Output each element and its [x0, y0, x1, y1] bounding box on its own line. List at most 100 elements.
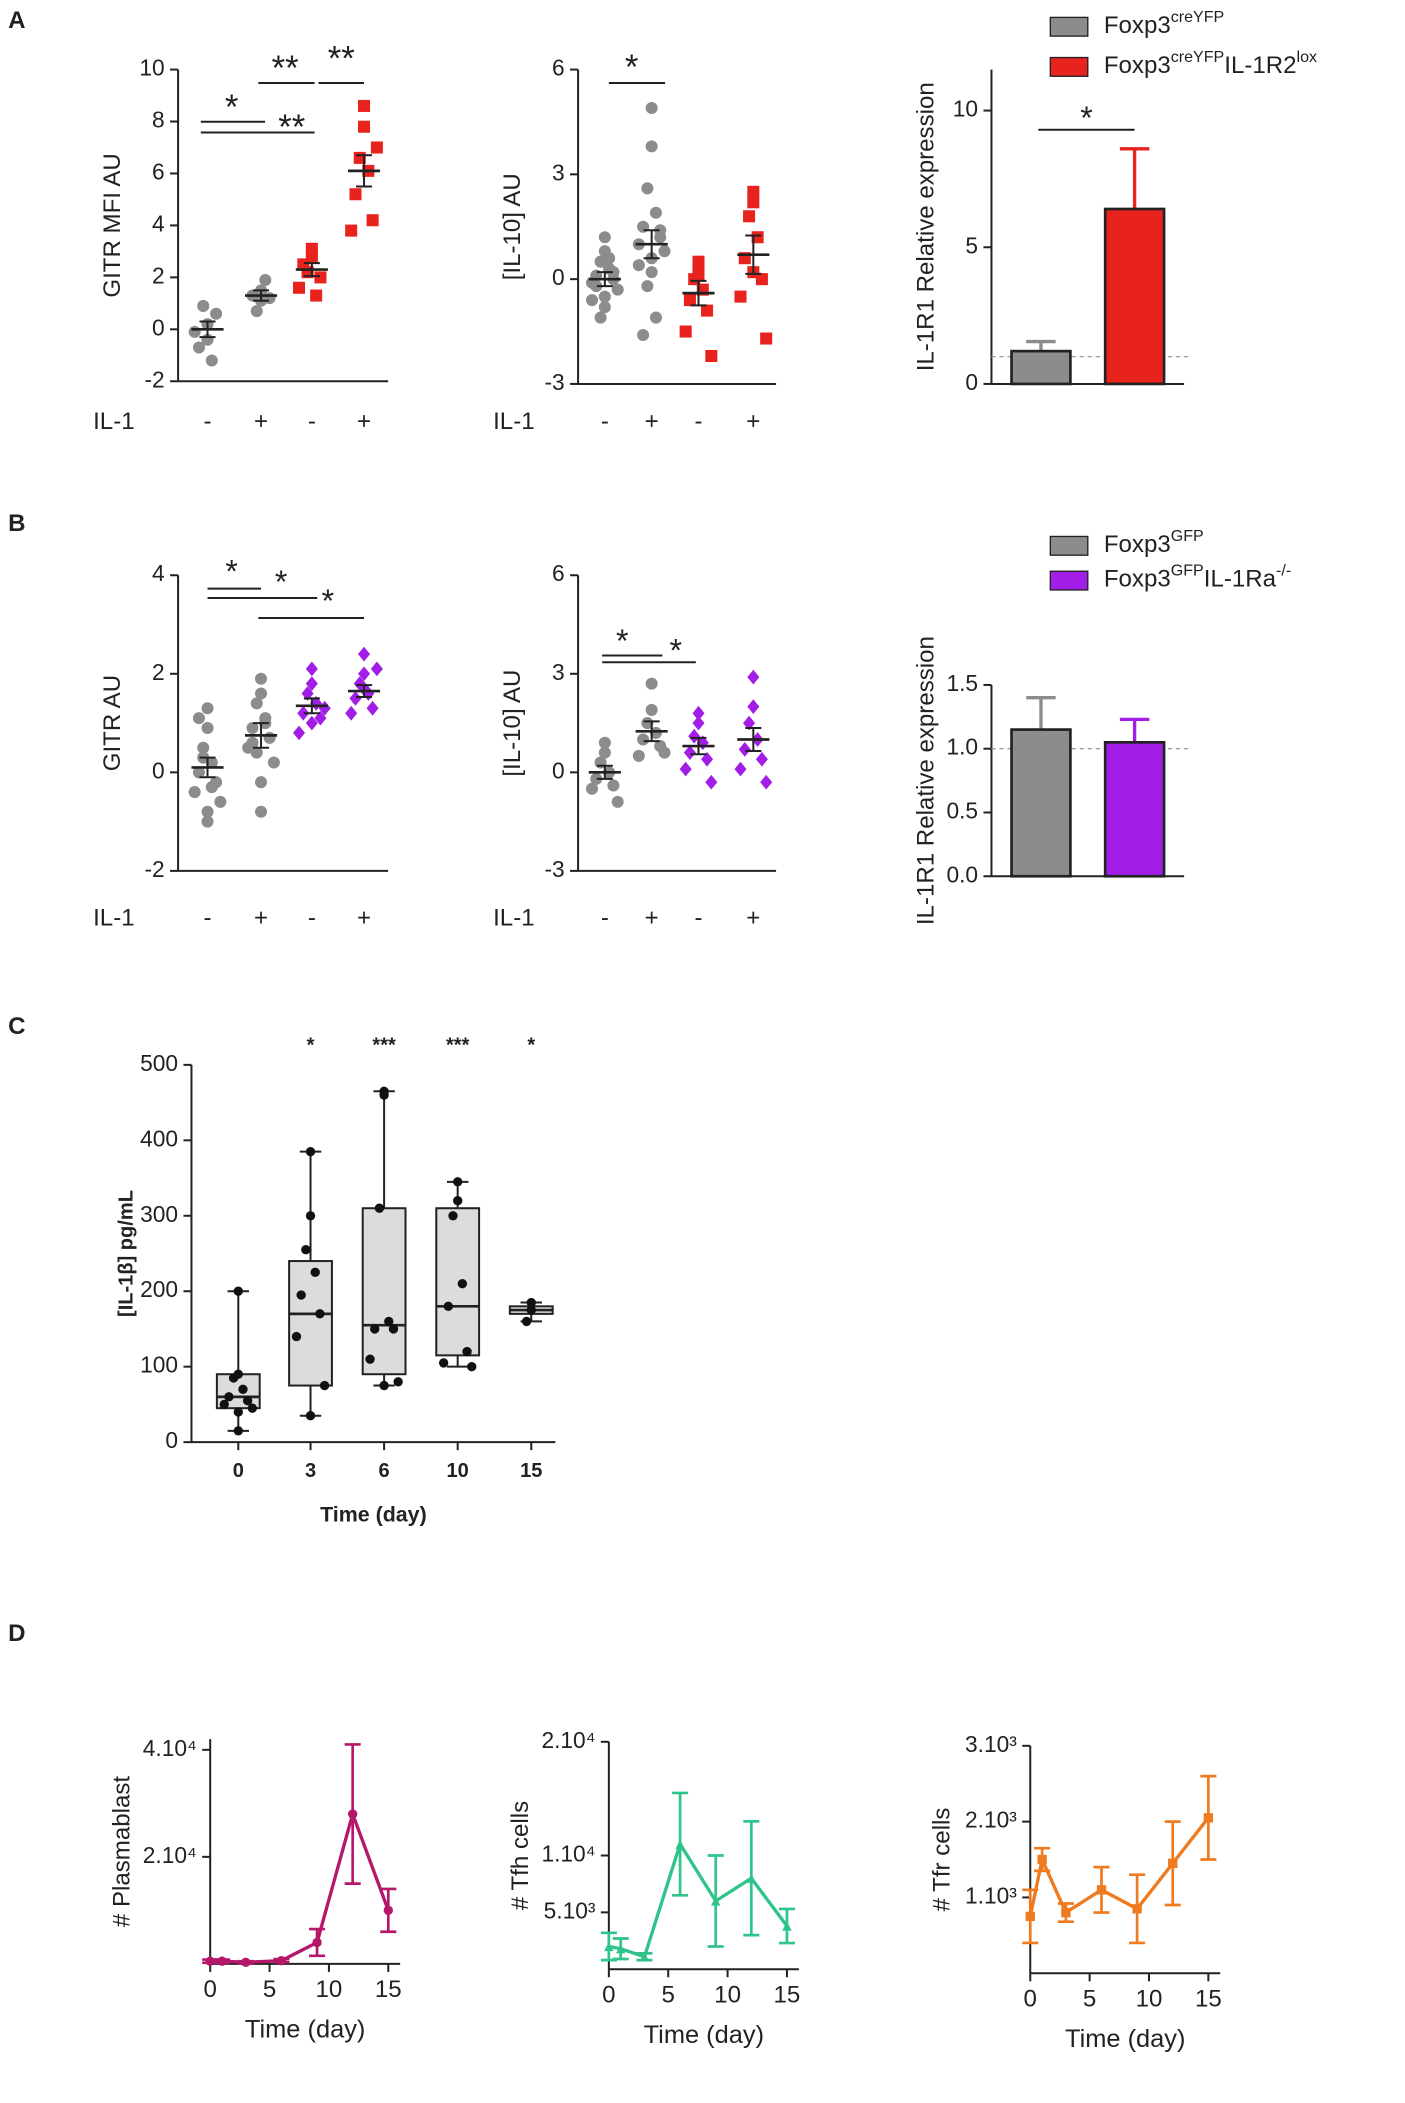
point	[319, 1380, 330, 1391]
point	[314, 271, 327, 284]
point	[443, 1301, 454, 1312]
legend-text: creYFP	[1171, 48, 1225, 66]
point	[188, 325, 201, 338]
y-tick-label: -3	[544, 856, 564, 882]
point	[233, 1286, 243, 1296]
point	[379, 1090, 389, 1100]
point	[188, 786, 201, 799]
point	[679, 761, 692, 777]
point	[241, 1957, 251, 1967]
x-axis-label: Time (day)	[1065, 2025, 1185, 2053]
point	[224, 1392, 234, 1402]
point	[747, 699, 760, 715]
point	[379, 1380, 389, 1391]
x-tick-label: 0	[1024, 1985, 1037, 2012]
x-tick-label: 10	[1136, 1985, 1163, 2012]
x-tick-label: 0	[233, 1460, 244, 1482]
y-tick-label: 5	[965, 232, 978, 258]
point	[393, 1377, 403, 1387]
y-tick-label: 0.0	[946, 861, 978, 887]
point	[315, 1309, 325, 1319]
error-bar	[356, 684, 373, 698]
point	[366, 214, 379, 227]
y-tick-label: 0	[552, 757, 565, 783]
error-bar	[1026, 696, 1056, 730]
y-tick-label: 4.10⁴	[143, 1735, 197, 1761]
point	[645, 703, 658, 716]
x-tick-label: +	[357, 904, 371, 931]
y-tick-label: 3	[552, 659, 565, 685]
y-axis-label: [IL-10] AU	[499, 670, 526, 777]
point	[197, 741, 210, 754]
y-tick-label: -2	[144, 856, 164, 882]
whisker-high	[373, 1090, 395, 1209]
point	[255, 776, 268, 789]
x-tick-label: +	[645, 408, 659, 435]
x-tick-label: +	[645, 904, 659, 931]
point	[370, 141, 383, 154]
point	[692, 269, 705, 282]
y-tick-label: 10	[139, 55, 164, 81]
point	[242, 1395, 253, 1406]
panel-label: B	[8, 510, 25, 537]
box	[288, 1260, 333, 1387]
point	[683, 294, 696, 307]
point	[1061, 1907, 1071, 1918]
point	[388, 1324, 399, 1334]
point	[345, 705, 358, 721]
point	[370, 1324, 380, 1334]
point	[747, 196, 760, 209]
point	[632, 749, 645, 762]
point	[305, 715, 318, 731]
bar	[1010, 728, 1072, 878]
y-tick-label: 200	[140, 1276, 178, 1302]
legend-label: Foxp3GFPIL-1Ra-/-	[1104, 562, 1291, 593]
point	[358, 120, 371, 133]
y-axis-label: IL-1R1 Relative expression	[913, 636, 940, 925]
legend-label: Foxp3creYFP	[1104, 8, 1224, 39]
y-tick-label: 5.10³	[544, 1897, 596, 1923]
whisker-low	[446, 1355, 469, 1368]
point	[467, 1362, 477, 1372]
point	[255, 687, 268, 700]
point	[205, 1956, 215, 1966]
point	[616, 1944, 626, 1954]
x-axis-label: Time (day)	[644, 2021, 764, 2049]
point	[641, 182, 654, 195]
point	[205, 781, 218, 794]
error-bar	[199, 320, 216, 339]
point	[358, 99, 371, 112]
y-tick-label: 0.5	[946, 797, 978, 823]
x-tick-label: +	[357, 408, 371, 435]
y-axis-label: GITR MFI AU	[99, 153, 126, 297]
legend-swatch	[1049, 570, 1089, 591]
point	[1096, 1885, 1107, 1895]
significance-label: *	[625, 49, 639, 87]
legend-text: GFP	[1171, 527, 1204, 545]
y-tick-label: 0	[965, 369, 978, 395]
point	[192, 766, 205, 779]
x-tick-label: -	[601, 904, 609, 931]
error-bar	[1119, 147, 1150, 209]
point	[263, 731, 276, 744]
y-tick-label: 0	[152, 757, 165, 783]
point	[598, 746, 611, 759]
point	[594, 311, 607, 324]
line	[210, 1808, 390, 1964]
point	[457, 1279, 468, 1289]
whisker-high	[227, 1290, 249, 1375]
point	[637, 733, 650, 746]
y-tick-label: 1.10³	[965, 1882, 1017, 1908]
legend-text: creYFP	[1171, 8, 1225, 26]
x-tick-label: 5	[1083, 1985, 1096, 2012]
point	[747, 185, 760, 198]
point	[250, 305, 263, 318]
point	[233, 1426, 243, 1436]
point	[305, 1211, 316, 1221]
legend-swatch	[1049, 16, 1089, 37]
y-tick-label: 8	[152, 107, 165, 133]
point	[701, 304, 714, 317]
point	[312, 1937, 322, 1948]
point	[438, 1358, 449, 1368]
point	[197, 299, 210, 312]
